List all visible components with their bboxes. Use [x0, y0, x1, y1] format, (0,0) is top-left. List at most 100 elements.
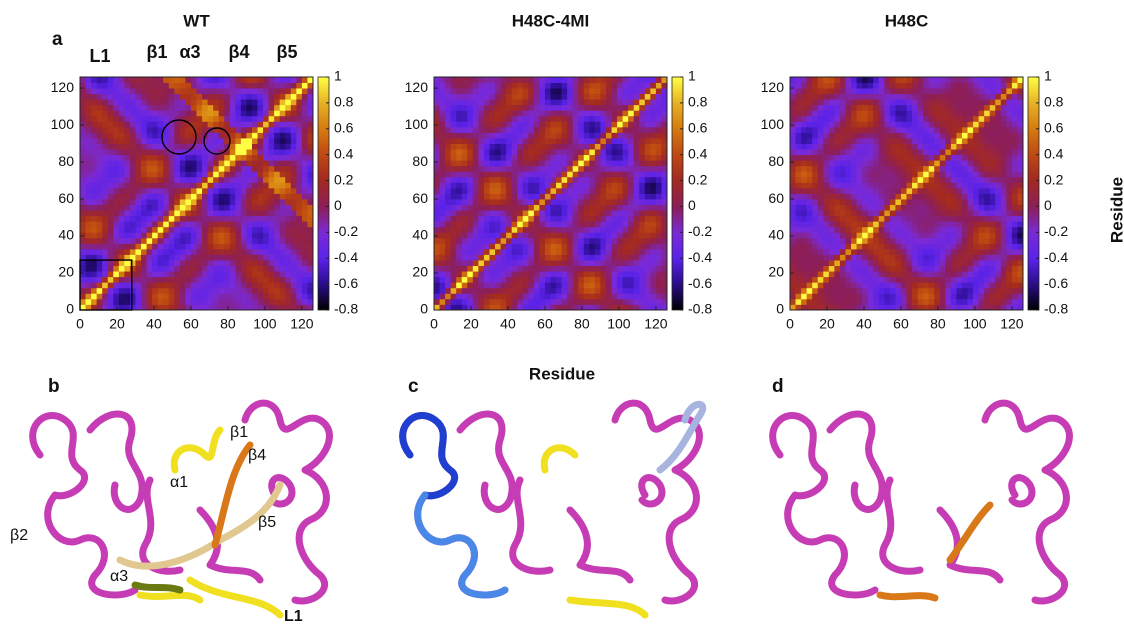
- heatmap-cell: [495, 255, 501, 261]
- heatmap-cell: [213, 110, 219, 116]
- heatmap-cell: [478, 299, 484, 305]
- heatmap-cell: [639, 249, 645, 255]
- heatmap-cell: [606, 83, 612, 89]
- heatmap-cell: [302, 182, 308, 188]
- heatmap-cell: [285, 160, 291, 166]
- heatmap-cell: [623, 299, 629, 305]
- heatmap-cell: [501, 260, 507, 266]
- heatmap-cell: [202, 282, 208, 288]
- heatmap-cell: [263, 288, 269, 294]
- heatmap-cell: [517, 88, 523, 94]
- heatmap-cell: [945, 260, 951, 266]
- heatmap-cell: [224, 221, 230, 227]
- heatmap-cell: [263, 227, 269, 233]
- heatmap-cell: [108, 138, 114, 144]
- heatmap-cell: [857, 216, 863, 222]
- heatmap-cell: [158, 144, 164, 150]
- heatmap-cell: [440, 144, 446, 150]
- heatmap-cell: [901, 110, 907, 116]
- heatmap-cell: [539, 166, 545, 172]
- heatmap-cell: [224, 155, 230, 161]
- heatmap-cell: [495, 221, 501, 227]
- heatmap-cell: [119, 110, 125, 116]
- heatmap-cell: [840, 160, 846, 166]
- heatmap-cell: [879, 299, 885, 305]
- heatmap-cell: [124, 138, 130, 144]
- heatmap-cell: [197, 293, 203, 299]
- heatmap-cell: [812, 243, 818, 249]
- heatmap-cell: [163, 216, 169, 222]
- heatmap-cell: [495, 94, 501, 100]
- heatmap-cell: [845, 243, 851, 249]
- heatmap-cell: [280, 116, 286, 122]
- heatmap-cell: [163, 166, 169, 172]
- heatmap-cell: [280, 166, 286, 172]
- heatmap-cell: [556, 105, 562, 111]
- heatmap-cell: [296, 105, 302, 111]
- heatmap-cell: [252, 83, 258, 89]
- heatmap-cell: [158, 210, 164, 216]
- heatmap-cell: [263, 299, 269, 305]
- heatmap-cell: [868, 282, 874, 288]
- panel-label: a: [52, 29, 63, 50]
- heatmap-cell: [589, 182, 595, 188]
- heatmap-cell: [185, 293, 191, 299]
- heatmap-cell: [812, 149, 818, 155]
- heatmap-cell: [258, 260, 264, 266]
- heatmap-cell: [818, 249, 824, 255]
- heatmap-cell: [623, 260, 629, 266]
- heatmap-cell: [656, 155, 662, 161]
- heatmap-cell: [473, 155, 479, 161]
- heatmap-cell: [102, 182, 108, 188]
- heatmap-cell: [445, 299, 451, 305]
- heatmap-cell: [91, 155, 97, 161]
- heatmap-cell: [578, 299, 584, 305]
- heatmap-cell: [147, 266, 153, 272]
- heatmap-cell: [235, 116, 241, 122]
- heatmap-cell: [545, 149, 551, 155]
- heatmap-cell: [545, 160, 551, 166]
- heatmap-cell: [551, 277, 557, 283]
- heatmap-cell: [440, 132, 446, 138]
- heatmap-cell: [945, 227, 951, 233]
- heatmap-cell: [158, 88, 164, 94]
- heatmap-cell: [656, 132, 662, 138]
- heatmap-cell: [868, 210, 874, 216]
- heatmap-cell: [584, 249, 590, 255]
- heatmap-cell: [918, 216, 924, 222]
- heatmap-cell: [102, 171, 108, 177]
- heatmap-cell: [790, 227, 796, 233]
- heatmap-cell: [623, 99, 629, 105]
- heatmap-cell: [219, 83, 225, 89]
- heatmap-cell: [280, 77, 286, 83]
- heatmap-cell: [445, 238, 451, 244]
- heatmap-cell: [501, 116, 507, 122]
- heatmap-cell: [873, 88, 879, 94]
- heatmap-title: WT: [183, 11, 210, 30]
- heatmap-cell: [578, 83, 584, 89]
- heatmap-cell: [901, 77, 907, 83]
- heatmap-cell: [528, 210, 534, 216]
- heatmap-cell: [285, 88, 291, 94]
- heatmap-cell: [912, 227, 918, 233]
- heatmap-cell: [124, 210, 130, 216]
- heatmap-cell: [918, 127, 924, 133]
- heatmap-cell: [595, 116, 601, 122]
- heatmap-cell: [302, 232, 308, 238]
- heatmap-cell: [923, 94, 929, 100]
- heatmap-cell: [945, 99, 951, 105]
- heatmap-cell: [478, 127, 484, 133]
- heatmap-cell: [567, 182, 573, 188]
- heatmap-cell: [617, 255, 623, 261]
- heatmap-cell: [163, 132, 169, 138]
- heatmap-cell: [868, 171, 874, 177]
- heatmap-cell: [478, 260, 484, 266]
- heatmap-cell: [152, 299, 158, 305]
- heatmap-cell: [291, 88, 297, 94]
- heatmap-cell: [912, 77, 918, 83]
- heatmap-cell: [135, 177, 141, 183]
- heatmap-cell: [462, 271, 468, 277]
- heatmap-cell: [506, 182, 512, 188]
- heatmap-cell: [506, 88, 512, 94]
- heatmap-cell: [628, 238, 634, 244]
